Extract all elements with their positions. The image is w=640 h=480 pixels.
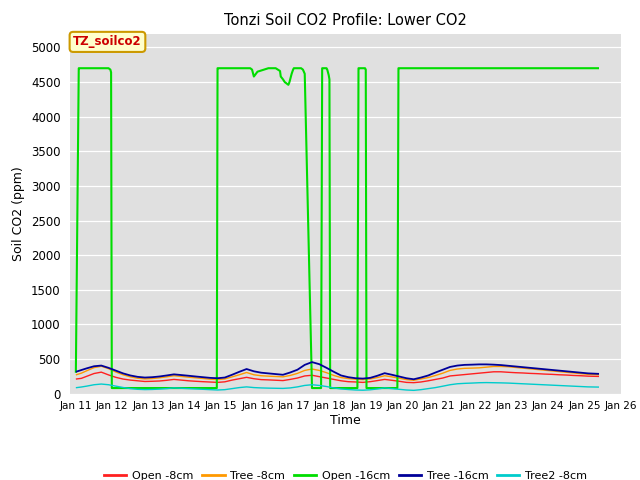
Tree2 -8cm <box>519 381 527 387</box>
Tree -8cm <box>533 367 541 372</box>
Tree -8cm <box>519 365 527 371</box>
Tree -8cm <box>555 369 563 374</box>
Tree -8cm <box>410 377 417 383</box>
Open -8cm <box>555 372 563 378</box>
Open -8cm <box>330 376 338 382</box>
Tree -16cm <box>555 368 563 373</box>
Open -16cm <box>361 65 369 71</box>
Tree -8cm <box>72 372 80 378</box>
Line: Tree -16cm: Tree -16cm <box>76 362 599 379</box>
Tree2 -8cm <box>533 382 541 387</box>
Tree2 -8cm <box>595 384 603 390</box>
Tree -8cm <box>337 375 345 381</box>
Tree -16cm <box>410 376 417 382</box>
Y-axis label: Soil CO2 (ppm): Soil CO2 (ppm) <box>13 166 26 261</box>
Tree2 -8cm <box>410 387 417 393</box>
Tree -16cm <box>533 366 541 372</box>
Open -16cm <box>105 65 113 71</box>
Open -8cm <box>410 380 417 385</box>
Line: Tree -8cm: Tree -8cm <box>76 366 599 380</box>
Open -16cm <box>297 65 305 71</box>
X-axis label: Time: Time <box>330 414 361 427</box>
Tree2 -8cm <box>72 385 80 391</box>
Open -16cm <box>325 72 333 78</box>
Line: Open -16cm: Open -16cm <box>76 68 599 388</box>
Tree -8cm <box>595 372 603 378</box>
Tree -8cm <box>192 375 200 381</box>
Text: TZ_soilco2: TZ_soilco2 <box>73 36 142 48</box>
Tree -16cm <box>595 371 603 377</box>
Open -16cm <box>75 65 83 71</box>
Open -16cm <box>358 65 365 71</box>
Tree2 -8cm <box>243 384 250 390</box>
Tree -16cm <box>337 372 345 378</box>
Open -8cm <box>243 374 250 380</box>
Open -8cm <box>519 370 527 376</box>
Tree -16cm <box>184 373 192 379</box>
Tree -16cm <box>243 366 250 372</box>
Title: Tonzi Soil CO2 Profile: Lower CO2: Tonzi Soil CO2 Profile: Lower CO2 <box>224 13 467 28</box>
Open -8cm <box>533 371 541 376</box>
Open -8cm <box>595 373 603 379</box>
Tree -16cm <box>519 364 527 370</box>
Tree -8cm <box>250 372 258 378</box>
Open -8cm <box>184 378 192 384</box>
Open -8cm <box>72 376 80 382</box>
Tree2 -8cm <box>483 380 490 385</box>
Tree -8cm <box>97 363 105 369</box>
Legend: Open -8cm, Tree -8cm, Open -16cm, Tree -16cm, Tree2 -8cm: Open -8cm, Tree -8cm, Open -16cm, Tree -… <box>100 467 591 480</box>
Line: Tree2 -8cm: Tree2 -8cm <box>76 383 599 390</box>
Open -16cm <box>248 67 256 72</box>
Tree -16cm <box>72 369 80 375</box>
Line: Open -8cm: Open -8cm <box>76 372 599 383</box>
Open -16cm <box>595 65 603 71</box>
Tree2 -8cm <box>330 385 338 391</box>
Open -8cm <box>490 369 497 375</box>
Open -16cm <box>108 385 116 391</box>
Open -16cm <box>72 370 80 376</box>
Tree2 -8cm <box>555 383 563 388</box>
Tree2 -8cm <box>184 386 192 392</box>
Tree -16cm <box>308 359 316 365</box>
